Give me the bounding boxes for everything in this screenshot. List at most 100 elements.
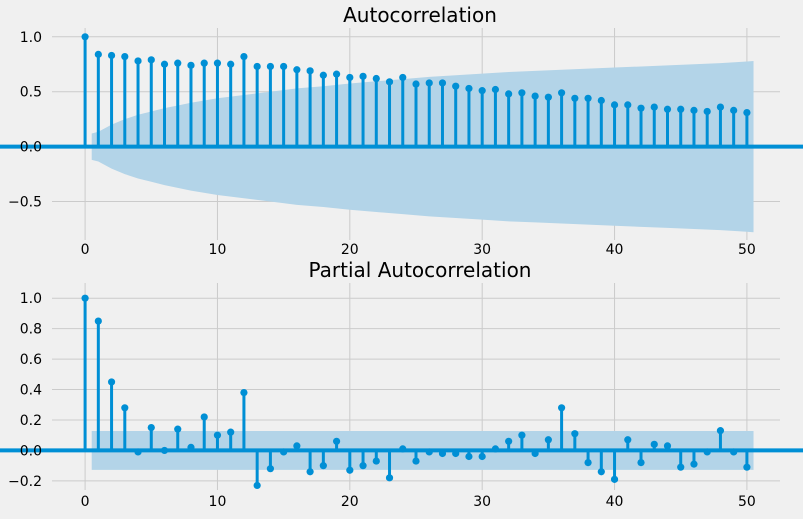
pacf-stem-marker xyxy=(187,443,195,451)
acf-stem-marker xyxy=(319,71,327,79)
pacf-y-tick-label: 0.2 xyxy=(20,413,42,429)
acf-lag-stem xyxy=(213,59,222,147)
acf-stem-marker xyxy=(266,62,274,71)
acf-lag-stem xyxy=(624,101,632,147)
pacf-stem-marker xyxy=(716,427,725,435)
acf-lag-stem xyxy=(107,51,116,147)
acf-stem-marker xyxy=(399,73,407,82)
acf-lag-stem xyxy=(240,52,248,147)
pacf-stem-marker xyxy=(597,468,605,476)
acf-lag-stem xyxy=(187,61,195,147)
acf-stem-marker xyxy=(597,96,605,105)
pacf-lag-stem xyxy=(134,448,142,456)
pacf-stem-marker xyxy=(372,457,380,465)
pacf-stem-marker xyxy=(266,465,274,473)
acf-stem-marker xyxy=(505,90,513,98)
acf-lag-stem xyxy=(174,59,182,147)
pacf-stem-marker xyxy=(743,463,751,471)
acf-lag-stem xyxy=(293,66,301,147)
acf-stem-marker xyxy=(650,103,658,111)
pacf-y-tick-label: 0.4 xyxy=(20,383,42,399)
pacf-stem-marker xyxy=(253,481,261,490)
pacf-lag-stem xyxy=(716,427,725,451)
acf-lag-stem xyxy=(385,78,394,147)
acf-stem-marker xyxy=(107,51,116,60)
pacf-lag-stem xyxy=(558,404,566,451)
acf-stem-marker xyxy=(438,79,447,87)
acf-x-tick-label: 0 xyxy=(81,242,90,258)
pacf-stem-marker xyxy=(624,436,632,444)
acf-stem-marker xyxy=(531,92,539,100)
acf-lag-stem xyxy=(319,71,327,147)
pacf-lag-stem xyxy=(346,450,354,474)
acf-lag-stem xyxy=(478,87,486,147)
pacf-stem-marker xyxy=(663,442,672,450)
acf-stem-marker xyxy=(465,84,473,93)
acf-stem-marker xyxy=(518,89,526,97)
pacf-stem-marker xyxy=(465,452,473,461)
pacf-stem-marker xyxy=(200,413,208,421)
pacf-x-tick-label: 50 xyxy=(738,494,756,510)
pacf-lag-stem xyxy=(478,450,486,461)
pacf-lag-stem xyxy=(253,450,261,490)
pacf-y-tick-label: 0.6 xyxy=(20,352,42,368)
pacf-stem-marker xyxy=(160,446,169,455)
acf-x-tick-label: 40 xyxy=(606,242,624,258)
pacf-stem-marker xyxy=(703,448,711,456)
pacf-stem-marker xyxy=(134,448,142,456)
pacf-stem-marker xyxy=(319,462,327,470)
acf-stem-marker xyxy=(730,106,738,114)
pacf-stems xyxy=(0,294,803,490)
acf-stem-marker xyxy=(359,72,367,80)
pacf-lag-stem xyxy=(518,431,526,451)
acf-lag-stem xyxy=(134,57,142,147)
acf-stem-marker xyxy=(187,61,195,69)
acf-lag-stem xyxy=(610,101,619,147)
acf-stem-marker xyxy=(372,74,380,83)
acf-x-tick-label: 30 xyxy=(473,242,491,258)
acf-lag-stem xyxy=(518,89,526,147)
acf-lag-stem xyxy=(637,104,645,147)
pacf-lag-stem xyxy=(650,440,658,451)
pacf-stem-marker xyxy=(518,431,526,439)
pacf-stem-marker xyxy=(425,448,433,456)
pacf-lag-stem xyxy=(187,443,195,451)
acf-stem-marker xyxy=(306,67,314,75)
pacf-stem-marker xyxy=(558,404,566,412)
acf-lag-stem xyxy=(438,79,447,147)
acf-y-tick-label: −0.5 xyxy=(8,195,42,211)
acf-stem-marker xyxy=(425,79,433,87)
acf-stem-marker xyxy=(240,52,248,61)
acf-stem-marker xyxy=(690,106,698,114)
acf-stem-marker xyxy=(213,59,222,67)
pacf-stem-marker xyxy=(412,457,420,465)
pacf-lag-stem xyxy=(452,449,460,458)
pacf-stem-marker xyxy=(637,459,645,467)
pacf-lag-stem xyxy=(121,404,129,451)
pacf-lag-stem xyxy=(280,448,288,456)
acf-lag-stem xyxy=(253,62,261,147)
acf-lag-stem xyxy=(160,60,169,147)
pacf-lag-stem xyxy=(505,437,513,451)
pacf-y-tick-label: 0.8 xyxy=(20,322,42,338)
acf-y-tick-label: 0.5 xyxy=(20,85,42,101)
pacf-y-tick-labels: 1.0 0.8 0.6 0.4 0.2 0.0 −0.2 xyxy=(8,291,42,490)
acf-lag-stem xyxy=(94,50,102,147)
acf-lag-stem xyxy=(650,103,658,147)
pacf-y-tick-label: −0.2 xyxy=(8,474,42,490)
pacf-stem-marker xyxy=(346,466,354,474)
pacf-lag-stem xyxy=(147,423,155,451)
pacf-stem-marker xyxy=(107,378,116,386)
acf-stem-marker xyxy=(624,101,632,109)
pacf-panel: Partial Autocorrelation 0 10 20 30 40 50 1.0 0… xyxy=(0,258,803,510)
acf-lag-stem xyxy=(491,85,500,147)
acf-stem-marker xyxy=(558,89,566,97)
pacf-x-tick-label: 30 xyxy=(473,494,491,510)
pacf-lag-stem xyxy=(730,448,738,456)
acf-lag-stem xyxy=(306,67,314,147)
acf-stem-marker xyxy=(716,103,725,111)
acf-title: Autocorrelation xyxy=(343,3,497,27)
acf-lag-stem xyxy=(372,74,380,147)
acf-stem-marker xyxy=(743,108,751,117)
